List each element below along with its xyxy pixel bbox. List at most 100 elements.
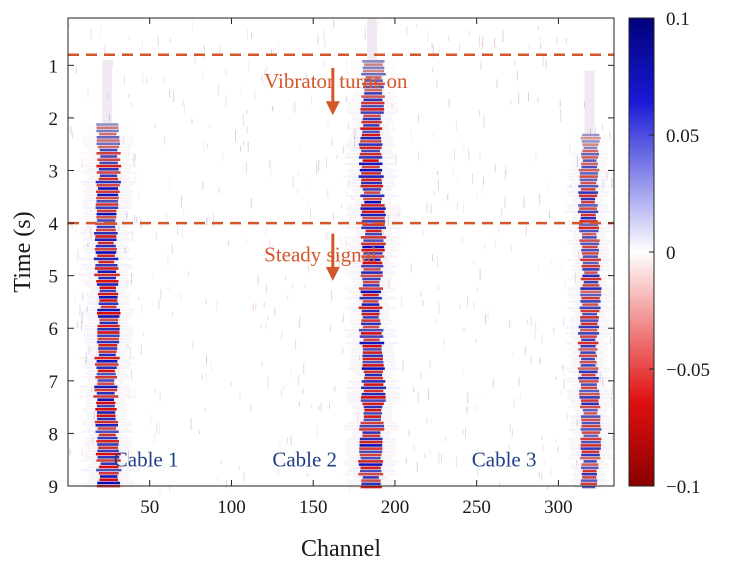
band-stripe <box>582 159 597 162</box>
band-halo <box>82 440 133 443</box>
noise-streak <box>374 475 376 483</box>
band-stripe <box>363 418 381 422</box>
band-halo <box>575 146 606 150</box>
y-tick-label: 2 <box>49 109 59 130</box>
band-stripe <box>96 366 117 369</box>
band-stripe <box>363 85 384 89</box>
noise-streak <box>263 302 265 308</box>
noise-streak <box>372 202 374 213</box>
noise-streak <box>484 313 486 325</box>
noise-streak <box>87 89 89 99</box>
noise-streak <box>351 196 353 200</box>
y-tick-label: 5 <box>49 267 59 288</box>
band-stripe <box>99 286 116 289</box>
noise-streak <box>479 35 481 47</box>
band-halo <box>575 460 605 463</box>
band-stripe <box>361 72 386 76</box>
noise-streak <box>513 398 515 409</box>
band-stripe <box>361 271 383 274</box>
band-stripe <box>578 325 600 329</box>
noise-streak <box>430 418 432 424</box>
noise-streak <box>495 45 497 49</box>
band-halo <box>83 200 131 203</box>
band-halo <box>82 408 130 411</box>
noise-streak <box>595 366 597 378</box>
noise-streak <box>333 18 335 29</box>
band-halo <box>86 219 127 222</box>
band-halo <box>571 181 606 185</box>
noise-streak <box>240 145 242 152</box>
noise-streak <box>602 178 604 189</box>
band-halo <box>344 143 397 146</box>
band-halo <box>351 188 393 191</box>
noise-streak <box>114 416 116 429</box>
band-halo <box>348 466 393 470</box>
band-halo <box>83 123 132 126</box>
noise-streak <box>519 393 521 401</box>
band-halo <box>84 456 133 459</box>
noise-streak <box>238 466 240 471</box>
y-tick-label: 7 <box>49 372 59 393</box>
noise-streak <box>509 320 511 328</box>
band-halo <box>351 309 391 313</box>
band-halo <box>567 389 612 393</box>
noise-streak <box>602 122 604 132</box>
noise-streak <box>462 369 464 376</box>
band-halo <box>345 207 401 210</box>
band-halo <box>573 255 608 258</box>
noise-streak <box>537 26 539 31</box>
band-stripe <box>361 319 381 322</box>
band-halo <box>345 386 402 390</box>
band-stripe <box>580 335 597 338</box>
band-halo <box>85 414 127 417</box>
noise-streak <box>576 460 578 466</box>
band-halo <box>344 424 399 428</box>
band-halo <box>85 436 130 440</box>
noise-streak <box>206 217 208 226</box>
noise-streak <box>354 128 356 140</box>
noise-streak <box>240 85 242 95</box>
noise-streak <box>361 475 363 480</box>
band-halo <box>346 226 401 230</box>
noise-streak <box>308 264 310 274</box>
noise-streak <box>526 319 528 325</box>
band-halo <box>347 140 395 143</box>
band-stripe <box>581 386 597 390</box>
noise-streak <box>429 360 431 369</box>
noise-streak <box>264 69 266 76</box>
noise-streak <box>518 377 520 387</box>
band-stripe <box>95 452 121 456</box>
band-halo <box>81 164 136 168</box>
band-halo <box>87 177 130 181</box>
noise-streak <box>326 231 328 240</box>
band-halo <box>567 380 611 383</box>
noise-streak <box>106 202 108 211</box>
band-halo <box>348 216 398 220</box>
noise-streak <box>454 149 455 161</box>
noise-streak <box>534 331 536 340</box>
band-stripe <box>96 392 115 395</box>
noise-streak <box>126 212 128 219</box>
band-stripe <box>99 148 118 152</box>
band-halo <box>574 434 608 438</box>
noise-streak <box>172 312 173 316</box>
band-stripe <box>96 190 120 193</box>
band-stripe <box>360 399 386 402</box>
band-halo <box>567 306 614 310</box>
band-stripe <box>97 328 120 331</box>
band-halo <box>346 296 396 300</box>
band-halo <box>566 348 610 351</box>
noise-streak <box>528 92 529 102</box>
band-stripe <box>580 197 596 201</box>
band-stripe <box>582 143 599 146</box>
noise-streak <box>119 318 121 325</box>
band-halo <box>82 203 132 206</box>
band-halo <box>349 479 393 482</box>
band-stripe <box>98 302 119 305</box>
y-tick-label: 4 <box>49 214 59 235</box>
noise-streak <box>210 361 212 374</box>
band-stripe <box>96 228 116 232</box>
band-stripe <box>98 350 117 353</box>
noise-streak <box>466 405 468 415</box>
noise-streak <box>330 325 331 333</box>
